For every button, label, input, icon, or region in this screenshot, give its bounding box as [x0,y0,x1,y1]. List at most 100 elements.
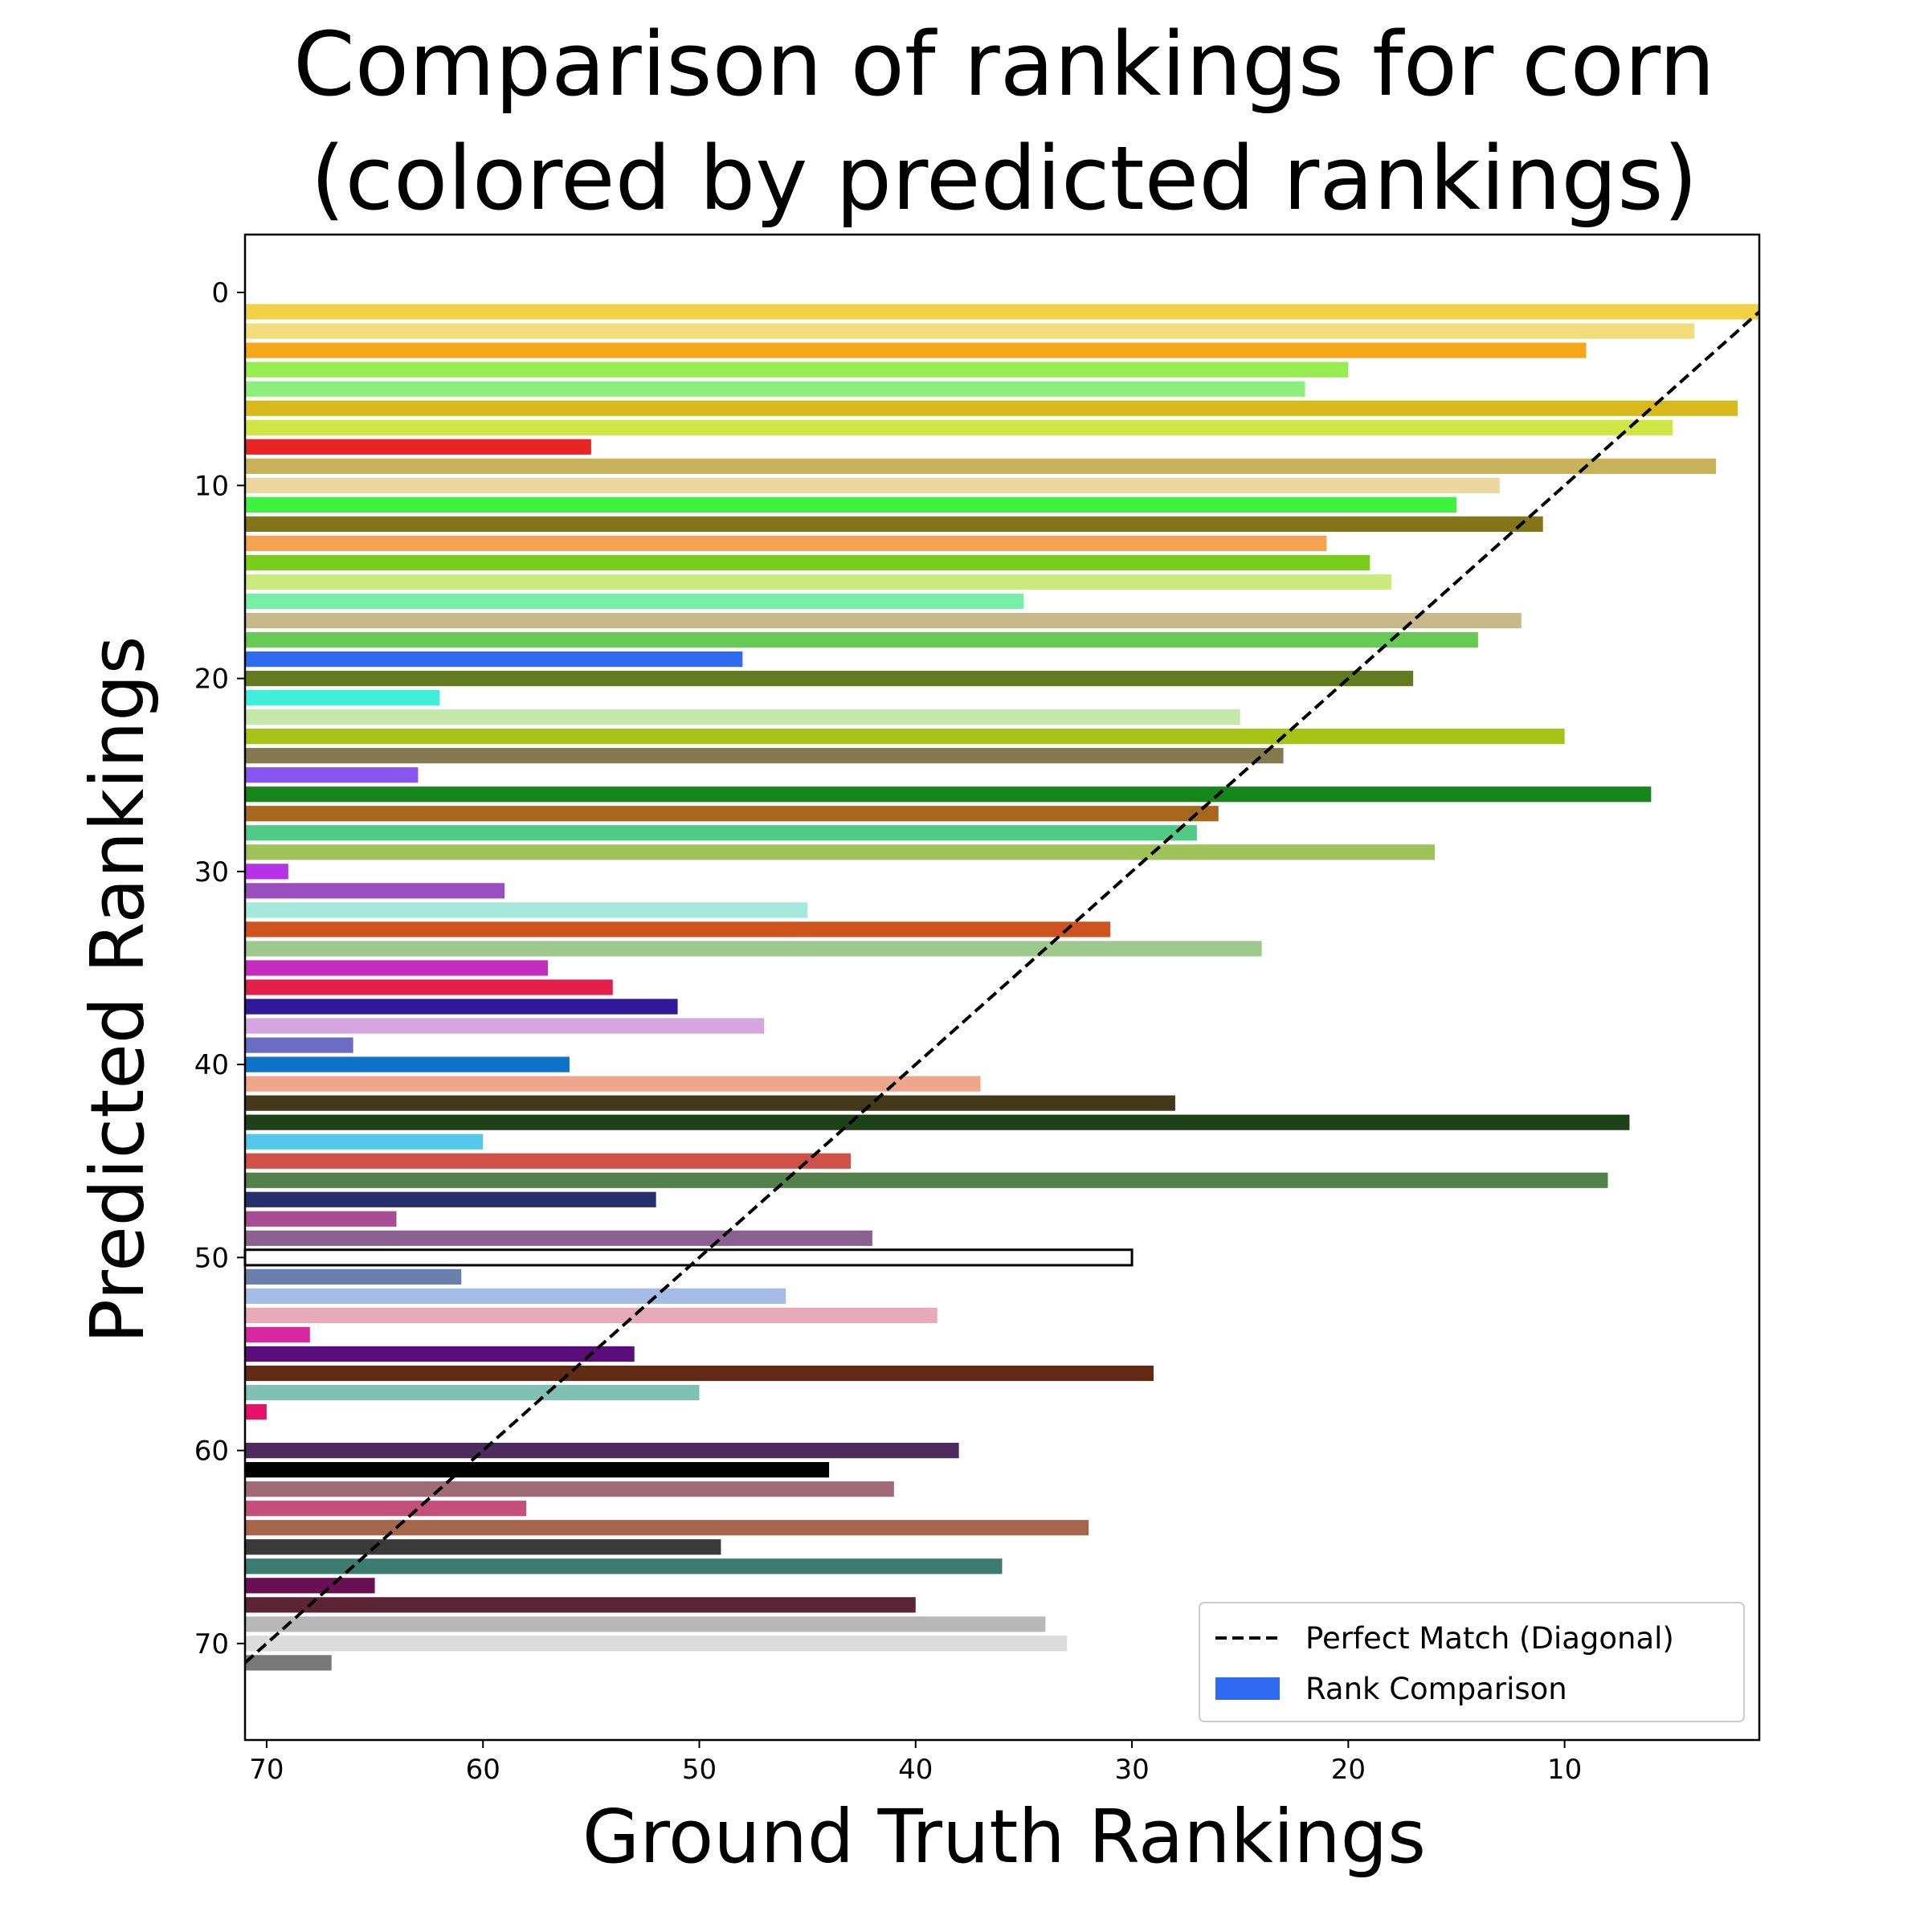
bar-predicted-35 [245,960,548,976]
chart-title-line-2: (colored by predicted rankings) [311,127,1698,230]
bar-predicted-47 [245,1191,656,1207]
bar-predicted-7 [245,419,1673,435]
x-tick-label: 20 [1331,1754,1366,1786]
bar-predicted-65 [245,1539,721,1555]
y-tick-label: 70 [194,1628,229,1660]
bar-predicted-54 [245,1326,310,1343]
bar-predicted-31 [245,883,505,899]
bar-predicted-60 [245,1443,959,1459]
bar-predicted-45 [245,1153,851,1169]
bar-predicted-4 [245,361,1349,378]
bar-predicted-40 [245,1056,570,1072]
bar-predicted-49 [245,1230,872,1246]
bar-predicted-55 [245,1346,635,1362]
y-tick-label: 20 [194,664,229,696]
bar-predicted-44 [245,1133,484,1150]
bar-predicted-8 [245,439,591,455]
y-tick-label: 10 [194,470,229,502]
bar-predicted-66 [245,1558,1003,1575]
bar-predicted-71 [245,1655,332,1671]
bar-predicted-68 [245,1597,916,1613]
x-axis-label: Ground Truth Rankings [582,1794,1426,1880]
bar-predicted-37 [245,999,678,1015]
bar-predicted-12 [245,516,1543,532]
bar-predicted-19 [245,651,743,668]
bar-predicted-14 [245,554,1370,571]
bars-layer [243,304,1759,1671]
legend-diagonal-label: Perfect Match (Diagonal) [1305,1621,1674,1656]
bar-predicted-26 [245,786,1652,803]
bar-predicted-39 [245,1037,353,1053]
bar-predicted-34 [245,941,1262,957]
bar-predicted-42 [245,1095,1175,1111]
bar-predicted-51 [245,1268,462,1285]
legend-bar-label: Rank Comparison [1305,1672,1567,1706]
legend-frame [1199,1602,1745,1722]
bar-predicted-38 [245,1018,765,1034]
y-tick-label: 50 [194,1242,229,1274]
chart-title-line-1: Comparison of rankings for corn [293,13,1715,116]
bar-predicted-27 [245,806,1219,822]
bar-predicted-41 [245,1076,981,1092]
bar-predicted-5 [245,381,1305,397]
bar-predicted-21 [245,690,440,706]
ticks-layer: 70 60 50 40 30 20 10 0 10 20 30 40 50 60 70 [194,277,1583,1786]
bar-predicted-25 [245,767,419,783]
bar-predicted-32 [245,902,808,918]
bar-predicted-62 [245,1481,894,1497]
bar-predicted-36 [245,979,613,995]
bar-predicted-64 [245,1520,1089,1536]
legend: Perfect Match (Diagonal) Rank Comparison [1199,1602,1745,1722]
x-tick-label: 60 [466,1754,500,1786]
bar-predicted-6 [245,400,1738,416]
plot-frame [243,233,1761,1742]
bar-predicted-1 [245,304,1759,320]
bar-predicted-10 [245,477,1500,493]
bar-predicted-17 [245,612,1522,629]
bar-predicted-63 [245,1501,527,1517]
bar-predicted-20 [245,670,1414,687]
bar-predicted-16 [245,593,1024,610]
x-tick-label: 50 [682,1754,717,1786]
bar-predicted-11 [245,496,1456,513]
bar-predicted-61 [245,1462,830,1478]
y-tick-label: 30 [194,856,229,888]
x-tick-label: 30 [1114,1754,1149,1786]
y-tick-label: 60 [194,1436,229,1468]
bar-predicted-43 [245,1114,1630,1130]
x-tick-label: 10 [1547,1754,1582,1786]
x-tick-label: 40 [898,1754,933,1786]
axes-layer [243,233,1761,1742]
diagonal-layer [243,310,1761,1664]
y-axis-label: Predicted Rankings [75,635,161,1343]
bar-predicted-33 [245,921,1111,937]
bar-predicted-15 [245,574,1392,590]
y-tick-label: 0 [211,277,229,309]
bar-predicted-3 [245,342,1587,358]
bar-predicted-56 [245,1365,1154,1382]
bar-predicted-70 [245,1636,1068,1652]
x-tick-label: 70 [249,1754,284,1786]
bar-predicted-30 [245,864,288,880]
bar-predicted-46 [245,1172,1608,1188]
legend-bar-swatch [1215,1677,1280,1700]
bar-predicted-18 [245,631,1478,648]
bar-predicted-29 [245,844,1436,860]
bar-predicted-50 [243,1248,1134,1267]
bar-predicted-23 [245,729,1565,745]
bar-predicted-69 [245,1616,1046,1632]
bar-predicted-9 [245,458,1717,474]
bar-predicted-67 [245,1578,375,1594]
bar-predicted-24 [245,748,1284,764]
perfect-match-diagonal [243,310,1761,1664]
bar-predicted-13 [245,535,1327,552]
bar-predicted-22 [245,709,1240,725]
bar-predicted-52 [245,1288,786,1305]
bar-predicted-48 [245,1211,397,1227]
bar-predicted-53 [245,1307,937,1324]
bar-predicted-58 [245,1403,267,1420]
y-tick-label: 40 [194,1049,229,1081]
bar-predicted-28 [245,825,1197,841]
